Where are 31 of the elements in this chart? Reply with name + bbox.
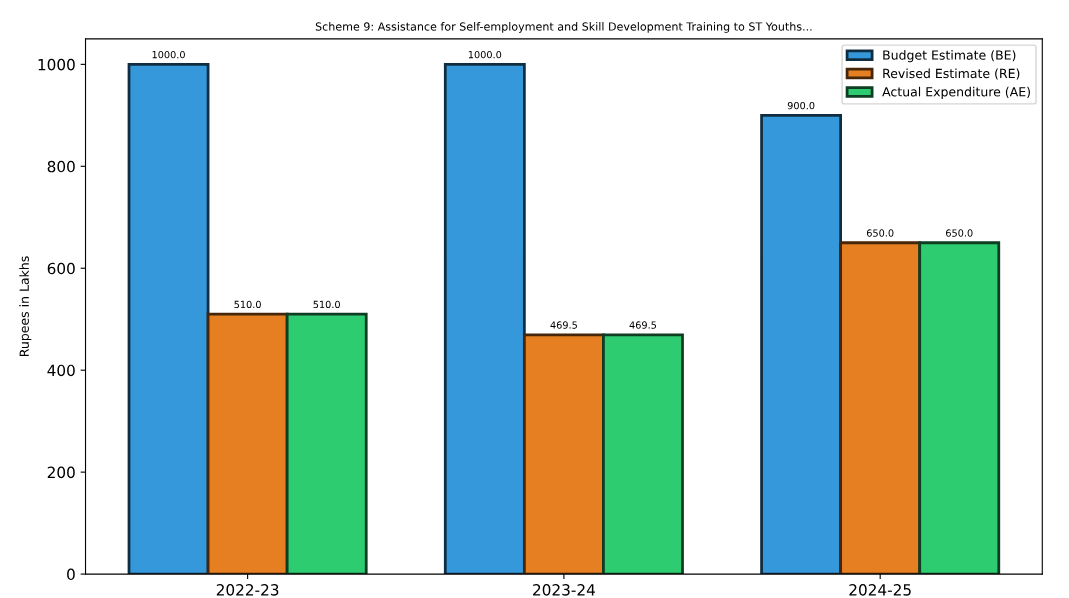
legend-label: Budget Estimate (BE) — [883, 50, 1016, 63]
bar — [443, 62, 526, 575]
y-tick-label: 1000 — [38, 58, 75, 71]
bar — [127, 62, 210, 575]
data-label: 469.5 — [550, 321, 577, 329]
bar — [206, 312, 289, 575]
bar — [918, 241, 1001, 575]
bar — [522, 333, 605, 575]
data-label: 650.0 — [946, 229, 973, 237]
y-tick-label: 200 — [47, 466, 75, 479]
x-tick-label: 2024-25 — [849, 584, 911, 596]
data-label: 510.0 — [313, 300, 340, 309]
x-tick-label: 2023-24 — [533, 584, 595, 596]
bar — [285, 312, 368, 575]
data-label: 510.0 — [234, 300, 261, 309]
data-label: 1000.0 — [468, 50, 502, 59]
legend-label: Actual Expenditure (AE) — [882, 86, 1030, 99]
x-tick-label: 2022-23 — [216, 584, 279, 596]
data-label: 650.0 — [866, 229, 894, 237]
chart-title: Scheme 9: Assistance for Self-employment and Skill Development Training to ST Youths... — [315, 22, 812, 33]
y-tick-label: 600 — [47, 262, 75, 275]
y-tick-label: 800 — [47, 160, 75, 173]
y-tick-label: 0 — [67, 568, 75, 581]
data-label: 900.0 — [787, 101, 815, 110]
legend-label: Revised Estimate (RE) — [883, 68, 1020, 80]
bar — [602, 333, 684, 575]
data-label: 1000.0 — [152, 50, 185, 59]
y-axis-title: Rupees in Lakhs — [19, 256, 32, 356]
y-tick-label: 400 — [47, 364, 75, 377]
data-label: 469.5 — [629, 321, 657, 329]
bar — [760, 113, 843, 575]
